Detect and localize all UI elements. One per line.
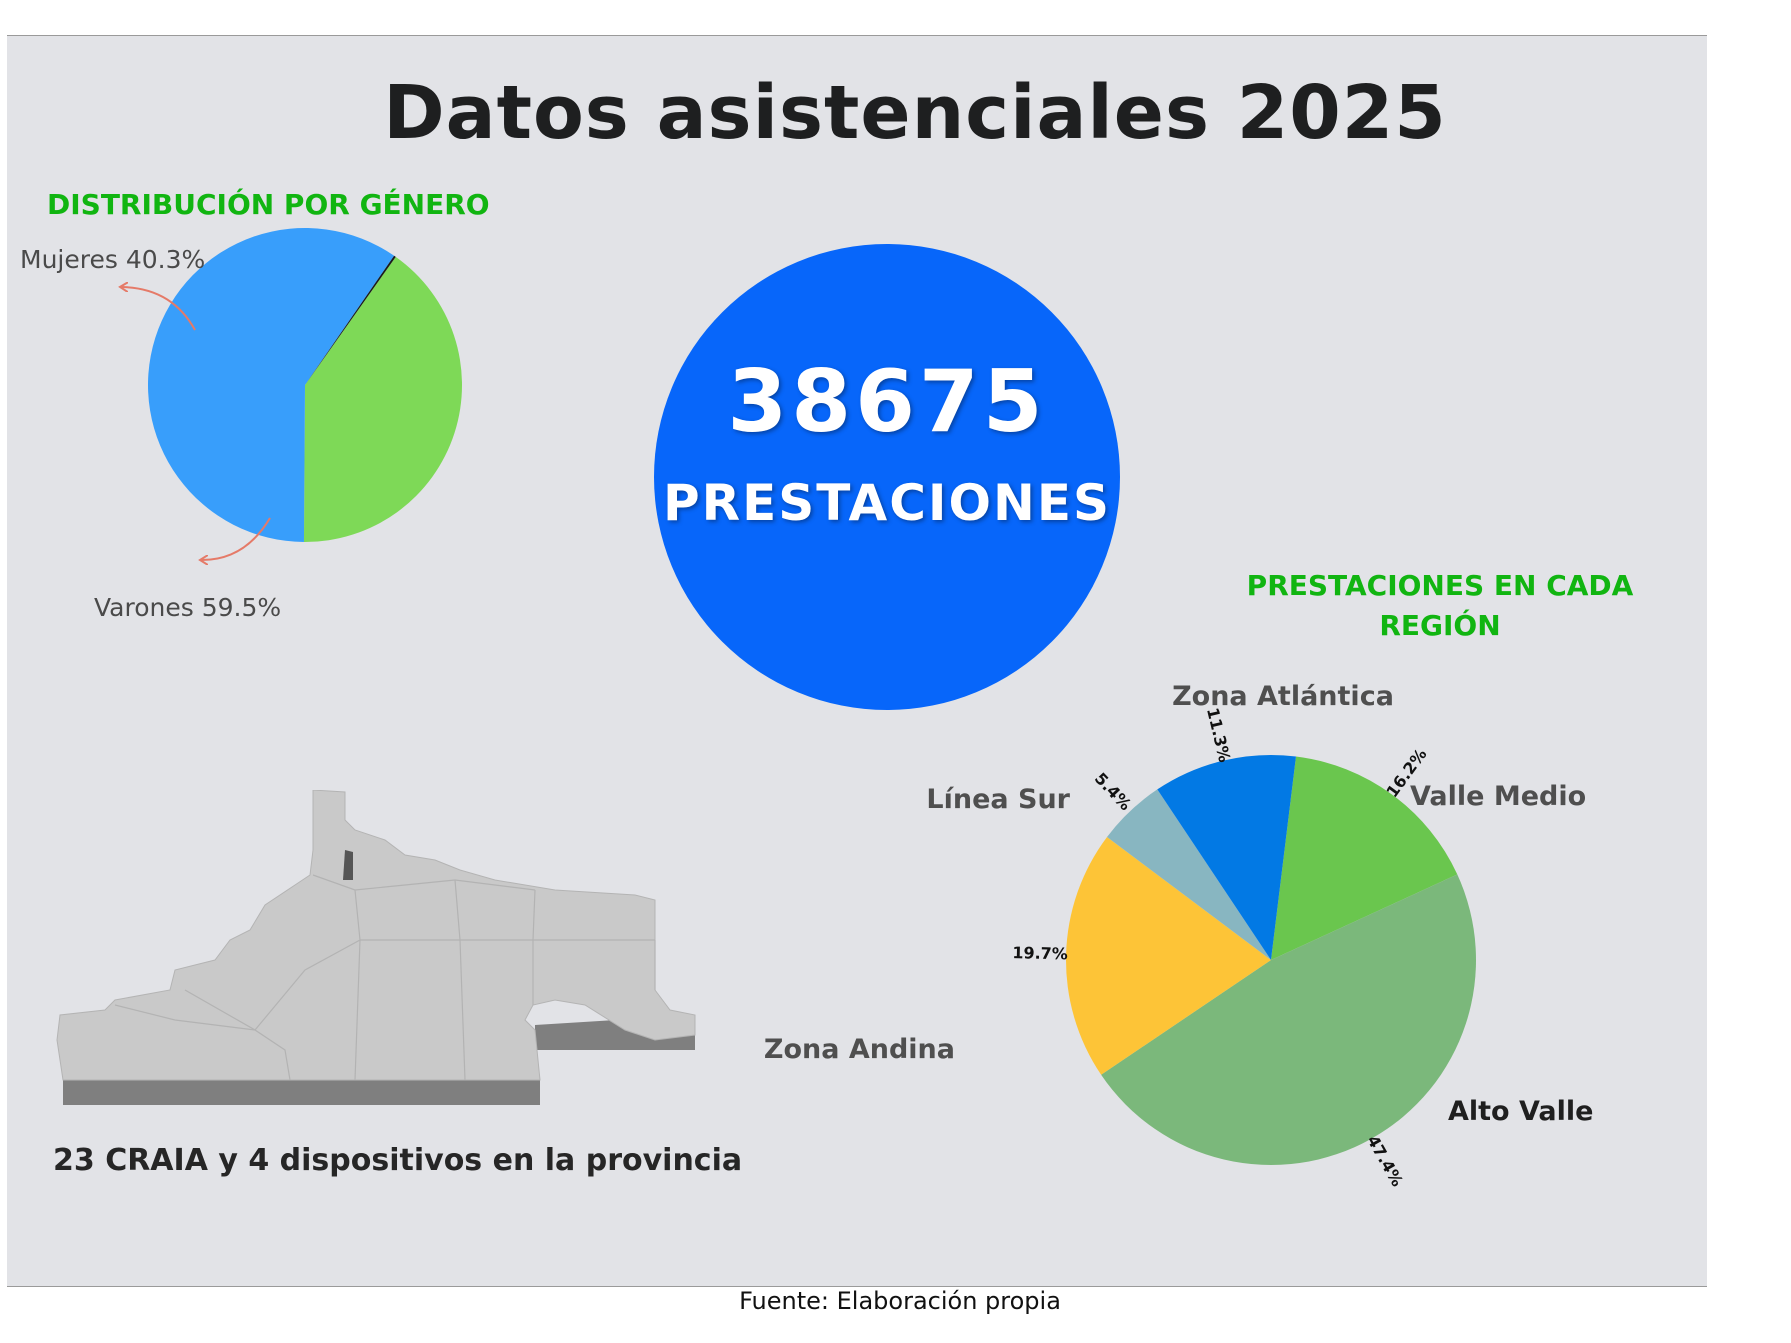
gender-slice-1: [147, 227, 395, 542]
region-slice-1: [1101, 874, 1477, 1166]
region-chart-title: PRESTACIONES EN CADA REGIÓN: [1246, 569, 1634, 642]
total-circle: 38675 PRESTACIONES: [654, 244, 1120, 710]
gender-chart-title: DISTRIBUCIÓN POR GÉNERO: [47, 188, 490, 221]
gender-slice-0: [303, 256, 462, 542]
total-value: 38675: [727, 352, 1047, 452]
region-percent-label-3: 5.4%: [1091, 769, 1135, 814]
page-title: Datos asistenciales 2025: [383, 70, 1447, 156]
map-caption: 23 CRAIA y 4 dispositivos en la provinci…: [53, 1143, 743, 1178]
varones-label: Varones 59.5%: [94, 593, 281, 622]
region-percent-label-4: 11.3%: [1203, 706, 1234, 764]
region-slice-2: [1066, 836, 1271, 1075]
region-slice-4: [1157, 754, 1296, 960]
gender-annotations: Mujeres 40.3% Varones 59.5%: [20, 245, 281, 622]
region-name-label-0: Valle Medio: [1410, 781, 1586, 812]
map-internal-borders: [114, 874, 656, 1081]
region-pie-chart: [1066, 754, 1477, 1166]
gender-slice-2: [305, 255, 396, 385]
region-name-label-3: Línea Sur: [926, 784, 1070, 815]
map-dark-strip: [343, 850, 353, 880]
total-label: PRESTACIONES: [662, 474, 1112, 532]
varones-arrow: [202, 517, 271, 560]
region-percent-label-1: 47.4%: [1363, 1132, 1407, 1190]
mujeres-arrow: [122, 287, 196, 331]
region-percent-label-2: 19.7%: [1012, 943, 1068, 963]
province-map-image: [56, 790, 696, 1105]
region-name-label-4: Zona Atlántica: [1172, 681, 1394, 712]
map-shadow: [63, 1015, 695, 1105]
mujeres-label: Mujeres 40.3%: [20, 245, 205, 274]
region-name-label-1: Alto Valle: [1448, 1096, 1593, 1127]
source-note: Fuente: Elaboración propia: [739, 1287, 1061, 1315]
gender-pie-chart: [147, 227, 462, 542]
region-slice-0: [1271, 756, 1458, 960]
region-name-label-2: Zona Andina: [764, 1034, 955, 1065]
region-slice-3: [1107, 789, 1271, 960]
